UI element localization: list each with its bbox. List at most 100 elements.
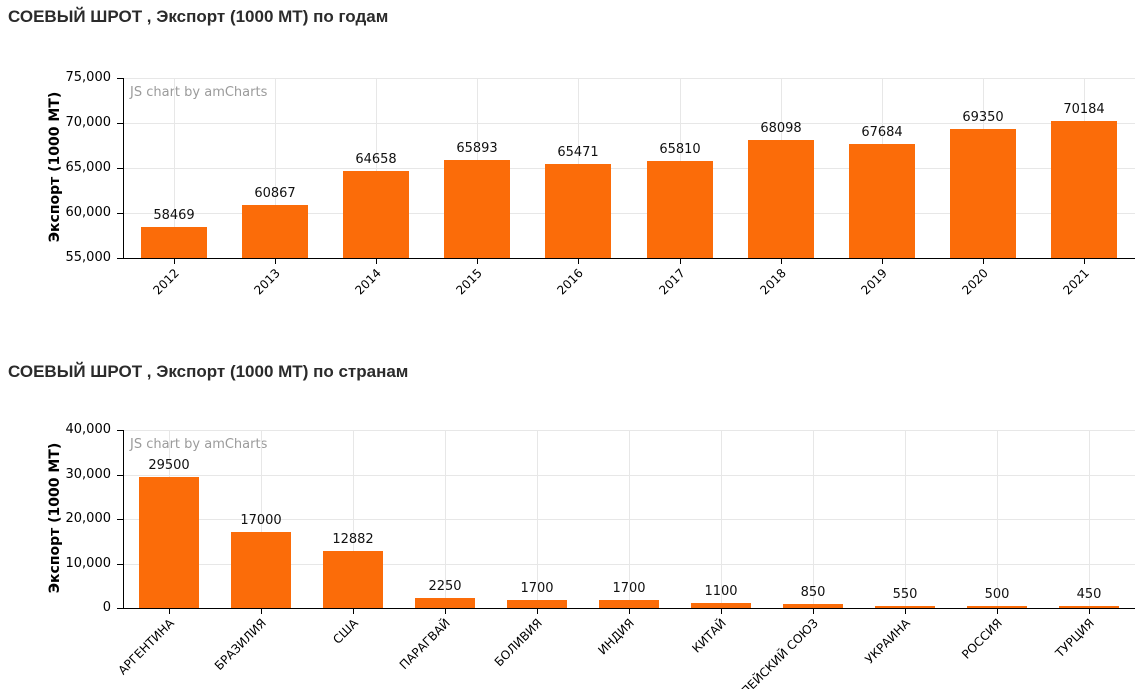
- bar-value-label: 1700: [520, 581, 554, 597]
- bar-value-label: 1700: [612, 581, 646, 597]
- x-axis-tick: [353, 608, 354, 614]
- bar-2013[interactable]: [242, 205, 308, 258]
- x-axis-tick-label: ЕВРОПЕЙСКИЙ СОЮЗ: [715, 616, 821, 689]
- chart-section-export-by-country: СОЕВЫЙ ШРОТ , Экспорт (1000 МТ) по стран…: [0, 350, 1144, 689]
- x-axis-tick-label: 2014: [352, 266, 384, 298]
- x-axis-tick: [1084, 258, 1085, 264]
- y-axis-tick-label: 60,000: [65, 205, 112, 220]
- x-axis-tick: [169, 608, 170, 614]
- x-axis-tick: [477, 258, 478, 264]
- x-axis-tick-label: ПАРАГВАЙ: [396, 616, 453, 673]
- x-axis-tick: [578, 258, 579, 264]
- bar-value-label: 29500: [148, 457, 190, 473]
- amcharts-watermark-link[interactable]: JS chart by amCharts: [130, 85, 268, 100]
- amcharts-watermark-link[interactable]: JS chart by amCharts: [130, 437, 268, 452]
- x-axis-tick-label: КИТАЙ: [689, 616, 729, 656]
- y-axis-tick-label: 40,000: [65, 422, 112, 437]
- y-axis-tick: [117, 474, 123, 476]
- gridline-vertical: [445, 430, 446, 608]
- bar-ИНДИЯ[interactable]: [599, 600, 659, 608]
- x-axis-tick-label: 2017: [656, 266, 688, 298]
- x-axis-tick-label: АРГЕНТИНА: [115, 616, 177, 678]
- y-axis-tick-label: 20,000: [65, 511, 112, 526]
- x-axis-tick: [813, 608, 814, 614]
- x-axis-tick: [1089, 608, 1090, 614]
- bar-США[interactable]: [323, 550, 383, 608]
- gridline-vertical: [353, 430, 354, 608]
- bar-УКРАИНА[interactable]: [875, 605, 935, 608]
- plot-area-by-year: JS chart by amCharts 58469 60867 64658 6589…: [123, 78, 1135, 259]
- bar-2021[interactable]: [1051, 121, 1117, 258]
- x-axis-tick-label: 2015: [453, 266, 485, 298]
- x-axis-tick: [781, 258, 782, 264]
- gridline-vertical: [721, 430, 722, 608]
- x-axis-tick: [629, 608, 630, 614]
- bar-БРАЗИЛИЯ[interactable]: [231, 532, 291, 608]
- y-axis-line: [123, 430, 124, 608]
- x-axis-tick-label: УКРАИНА: [862, 616, 913, 667]
- x-axis-tick-label: США: [330, 616, 361, 647]
- bar-АРГЕНТИНА[interactable]: [139, 476, 199, 608]
- y-axis-tick: [117, 258, 123, 259]
- y-axis-tick-label: 10,000: [65, 555, 112, 571]
- bar-value-label: 17000: [240, 513, 282, 529]
- bar-value-label: 69350: [962, 109, 1004, 125]
- gridline-vertical: [813, 430, 814, 608]
- x-axis-tick: [275, 258, 276, 264]
- x-axis-tick: [680, 258, 681, 264]
- x-axis-tick-label: 2012: [150, 266, 182, 298]
- bar-value-label: 70184: [1063, 102, 1105, 118]
- bar-РОССИЯ[interactable]: [967, 605, 1027, 608]
- bar-ЕВРОПЕЙСКИЙ СОЮЗ[interactable]: [783, 604, 843, 608]
- x-axis-tick-label: 2019: [858, 266, 890, 298]
- y-axis-tick: [117, 608, 123, 609]
- bar-2019[interactable]: [849, 143, 915, 258]
- gridline-vertical: [174, 78, 175, 258]
- bar-value-label: 2250: [428, 578, 462, 594]
- bar-2016[interactable]: [545, 163, 611, 258]
- chart-section-export-by-year: СОЕВЫЙ ШРОТ , Экспорт (1000 МТ) по годам…: [8, 7, 1135, 297]
- chart-title-by-year: СОЕВЫЙ ШРОТ , Экспорт (1000 МТ) по годам: [8, 7, 389, 26]
- y-axis-tick-label: 75,000: [65, 70, 112, 85]
- gridline-vertical: [997, 430, 998, 608]
- x-axis-tick-label: РОССИЯ: [959, 616, 1005, 662]
- x-axis-line: [123, 258, 1135, 259]
- bar-2017[interactable]: [647, 160, 713, 258]
- bar-value-label: 67684: [861, 124, 903, 140]
- x-axis-tick-label: ИНДИЯ: [595, 616, 637, 658]
- x-axis-tick: [983, 258, 984, 264]
- bar-КИТАЙ[interactable]: [691, 603, 751, 608]
- x-axis-tick-label: 2020: [959, 266, 991, 298]
- y-axis-tick: [117, 213, 123, 214]
- x-axis-tick: [261, 608, 262, 614]
- y-axis-tick-label: 0: [102, 600, 111, 615]
- y-axis-tick: [117, 563, 123, 565]
- bar-БОЛИВИЯ[interactable]: [507, 600, 567, 608]
- gridline-vertical: [537, 430, 538, 608]
- bar-value-label: 60867: [254, 186, 296, 202]
- bar-2018[interactable]: [748, 140, 814, 258]
- x-axis-tick-label: 2013: [251, 266, 283, 298]
- plot-area-by-country: JS chart by amCharts 29500 17000 12882 2250…: [123, 430, 1135, 609]
- x-axis-tick: [721, 608, 722, 614]
- x-axis-tick-label: БРАЗИЛИЯ: [211, 616, 269, 674]
- x-axis-tick-label: ТУРЦИЯ: [1052, 616, 1097, 661]
- y-axis-tick: [117, 123, 123, 124]
- x-axis-tick-label: 2016: [554, 266, 586, 298]
- bar-ПАРАГВАЙ[interactable]: [415, 597, 475, 608]
- bar-2012[interactable]: [141, 226, 207, 258]
- bar-value-label: 12882: [332, 531, 374, 547]
- x-axis-tick: [882, 258, 883, 264]
- bar-2014[interactable]: [343, 171, 409, 258]
- y-axis-tick-label: 70,000: [65, 115, 112, 130]
- chart-title-by-country: СОЕВЫЙ ШРОТ , Экспорт (1000 МТ) по стран…: [8, 362, 409, 381]
- gridline-horizontal: [123, 78, 1135, 79]
- bar-value-label: 500: [984, 586, 1010, 602]
- bar-value-label: 64658: [355, 152, 397, 168]
- y-axis-tick: [117, 430, 123, 431]
- gridline-vertical: [261, 430, 262, 608]
- bar-value-label: 550: [892, 586, 918, 602]
- bar-2020[interactable]: [950, 128, 1016, 258]
- bar-ТУРЦИЯ[interactable]: [1059, 605, 1119, 608]
- bar-2015[interactable]: [444, 159, 510, 258]
